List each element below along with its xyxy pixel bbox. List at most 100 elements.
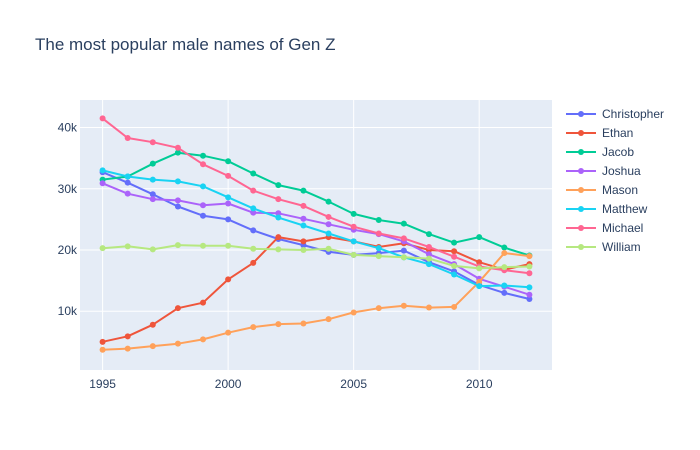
- data-point[interactable]: [451, 262, 458, 269]
- data-point[interactable]: [400, 254, 407, 261]
- data-point[interactable]: [425, 261, 432, 268]
- data-point[interactable]: [451, 248, 458, 255]
- data-point[interactable]: [124, 333, 131, 340]
- data-point[interactable]: [451, 303, 458, 310]
- data-point[interactable]: [99, 180, 106, 187]
- data-point[interactable]: [124, 243, 131, 250]
- data-point[interactable]: [149, 160, 156, 167]
- data-point[interactable]: [124, 173, 131, 180]
- data-point[interactable]: [451, 253, 458, 260]
- data-point[interactable]: [476, 278, 483, 285]
- data-point[interactable]: [350, 238, 357, 245]
- legend-item-mason[interactable]: Mason: [566, 183, 638, 197]
- data-point[interactable]: [149, 191, 156, 198]
- legend-item-matthew[interactable]: Matthew: [566, 202, 648, 216]
- data-point[interactable]: [250, 324, 257, 331]
- data-point[interactable]: [149, 343, 156, 350]
- data-point[interactable]: [451, 271, 458, 278]
- data-point[interactable]: [149, 139, 156, 146]
- data-point[interactable]: [200, 161, 207, 168]
- data-point[interactable]: [250, 245, 257, 252]
- data-point[interactable]: [300, 247, 307, 253]
- data-point[interactable]: [350, 309, 357, 316]
- data-point[interactable]: [300, 238, 307, 245]
- data-point[interactable]: [375, 305, 382, 312]
- data-point[interactable]: [250, 259, 257, 266]
- data-point[interactable]: [325, 245, 332, 252]
- data-point[interactable]: [250, 187, 257, 194]
- data-point[interactable]: [375, 245, 382, 252]
- data-point[interactable]: [526, 284, 533, 291]
- data-point[interactable]: [300, 320, 307, 327]
- data-point[interactable]: [124, 179, 131, 186]
- data-point[interactable]: [275, 214, 282, 221]
- data-point[interactable]: [250, 227, 257, 234]
- legend-item-joshua[interactable]: Joshua: [566, 164, 641, 178]
- legend-item-jacob[interactable]: Jacob: [566, 145, 634, 159]
- data-point[interactable]: [300, 222, 307, 229]
- legend-item-ethan[interactable]: Ethan: [566, 126, 633, 140]
- data-point[interactable]: [425, 231, 432, 238]
- data-point[interactable]: [350, 251, 357, 258]
- data-point[interactable]: [501, 264, 508, 271]
- data-point[interactable]: [476, 283, 483, 290]
- data-point[interactable]: [350, 223, 357, 230]
- data-point[interactable]: [501, 250, 508, 257]
- data-point[interactable]: [250, 205, 257, 212]
- data-point[interactable]: [174, 340, 181, 347]
- data-point[interactable]: [124, 345, 131, 352]
- data-point[interactable]: [174, 197, 181, 204]
- data-point[interactable]: [400, 302, 407, 309]
- data-point[interactable]: [300, 215, 307, 222]
- legend-item-michael[interactable]: Michael: [566, 221, 643, 235]
- data-point[interactable]: [200, 299, 207, 306]
- data-point[interactable]: [99, 115, 106, 122]
- data-point[interactable]: [225, 172, 232, 179]
- data-point[interactable]: [451, 239, 458, 246]
- data-point[interactable]: [174, 305, 181, 312]
- data-point[interactable]: [375, 253, 382, 260]
- data-point[interactable]: [300, 202, 307, 209]
- data-point[interactable]: [174, 203, 181, 210]
- data-point[interactable]: [225, 200, 232, 207]
- data-point[interactable]: [200, 212, 207, 219]
- data-point[interactable]: [400, 235, 407, 242]
- data-point[interactable]: [476, 259, 483, 266]
- data-point[interactable]: [99, 167, 106, 174]
- data-point[interactable]: [124, 190, 131, 197]
- data-point[interactable]: [275, 182, 282, 189]
- legend-item-william[interactable]: William: [566, 240, 641, 254]
- data-point[interactable]: [225, 276, 232, 283]
- data-point[interactable]: [225, 329, 232, 336]
- data-point[interactable]: [174, 242, 181, 249]
- data-point[interactable]: [425, 255, 432, 262]
- data-point[interactable]: [476, 265, 483, 272]
- data-point[interactable]: [200, 336, 207, 343]
- data-point[interactable]: [275, 321, 282, 328]
- data-point[interactable]: [375, 217, 382, 223]
- data-point[interactable]: [325, 230, 332, 237]
- data-point[interactable]: [225, 194, 232, 201]
- data-point[interactable]: [526, 291, 533, 298]
- data-point[interactable]: [250, 209, 257, 216]
- data-point[interactable]: [174, 178, 181, 185]
- data-point[interactable]: [325, 316, 332, 323]
- data-point[interactable]: [325, 221, 332, 228]
- data-point[interactable]: [526, 295, 533, 302]
- data-point[interactable]: [225, 158, 232, 165]
- data-point[interactable]: [225, 242, 232, 249]
- data-point[interactable]: [526, 253, 533, 260]
- data-point[interactable]: [375, 230, 382, 237]
- data-point[interactable]: [275, 234, 282, 241]
- data-point[interactable]: [526, 263, 533, 270]
- data-point[interactable]: [425, 304, 432, 311]
- data-point[interactable]: [526, 270, 533, 277]
- data-point[interactable]: [99, 245, 106, 252]
- data-point[interactable]: [300, 187, 307, 194]
- data-point[interactable]: [501, 282, 508, 289]
- data-point[interactable]: [200, 183, 207, 190]
- data-point[interactable]: [501, 244, 508, 251]
- data-point[interactable]: [174, 144, 181, 151]
- legend-item-christopher[interactable]: Christopher: [566, 107, 664, 121]
- data-point[interactable]: [275, 196, 282, 203]
